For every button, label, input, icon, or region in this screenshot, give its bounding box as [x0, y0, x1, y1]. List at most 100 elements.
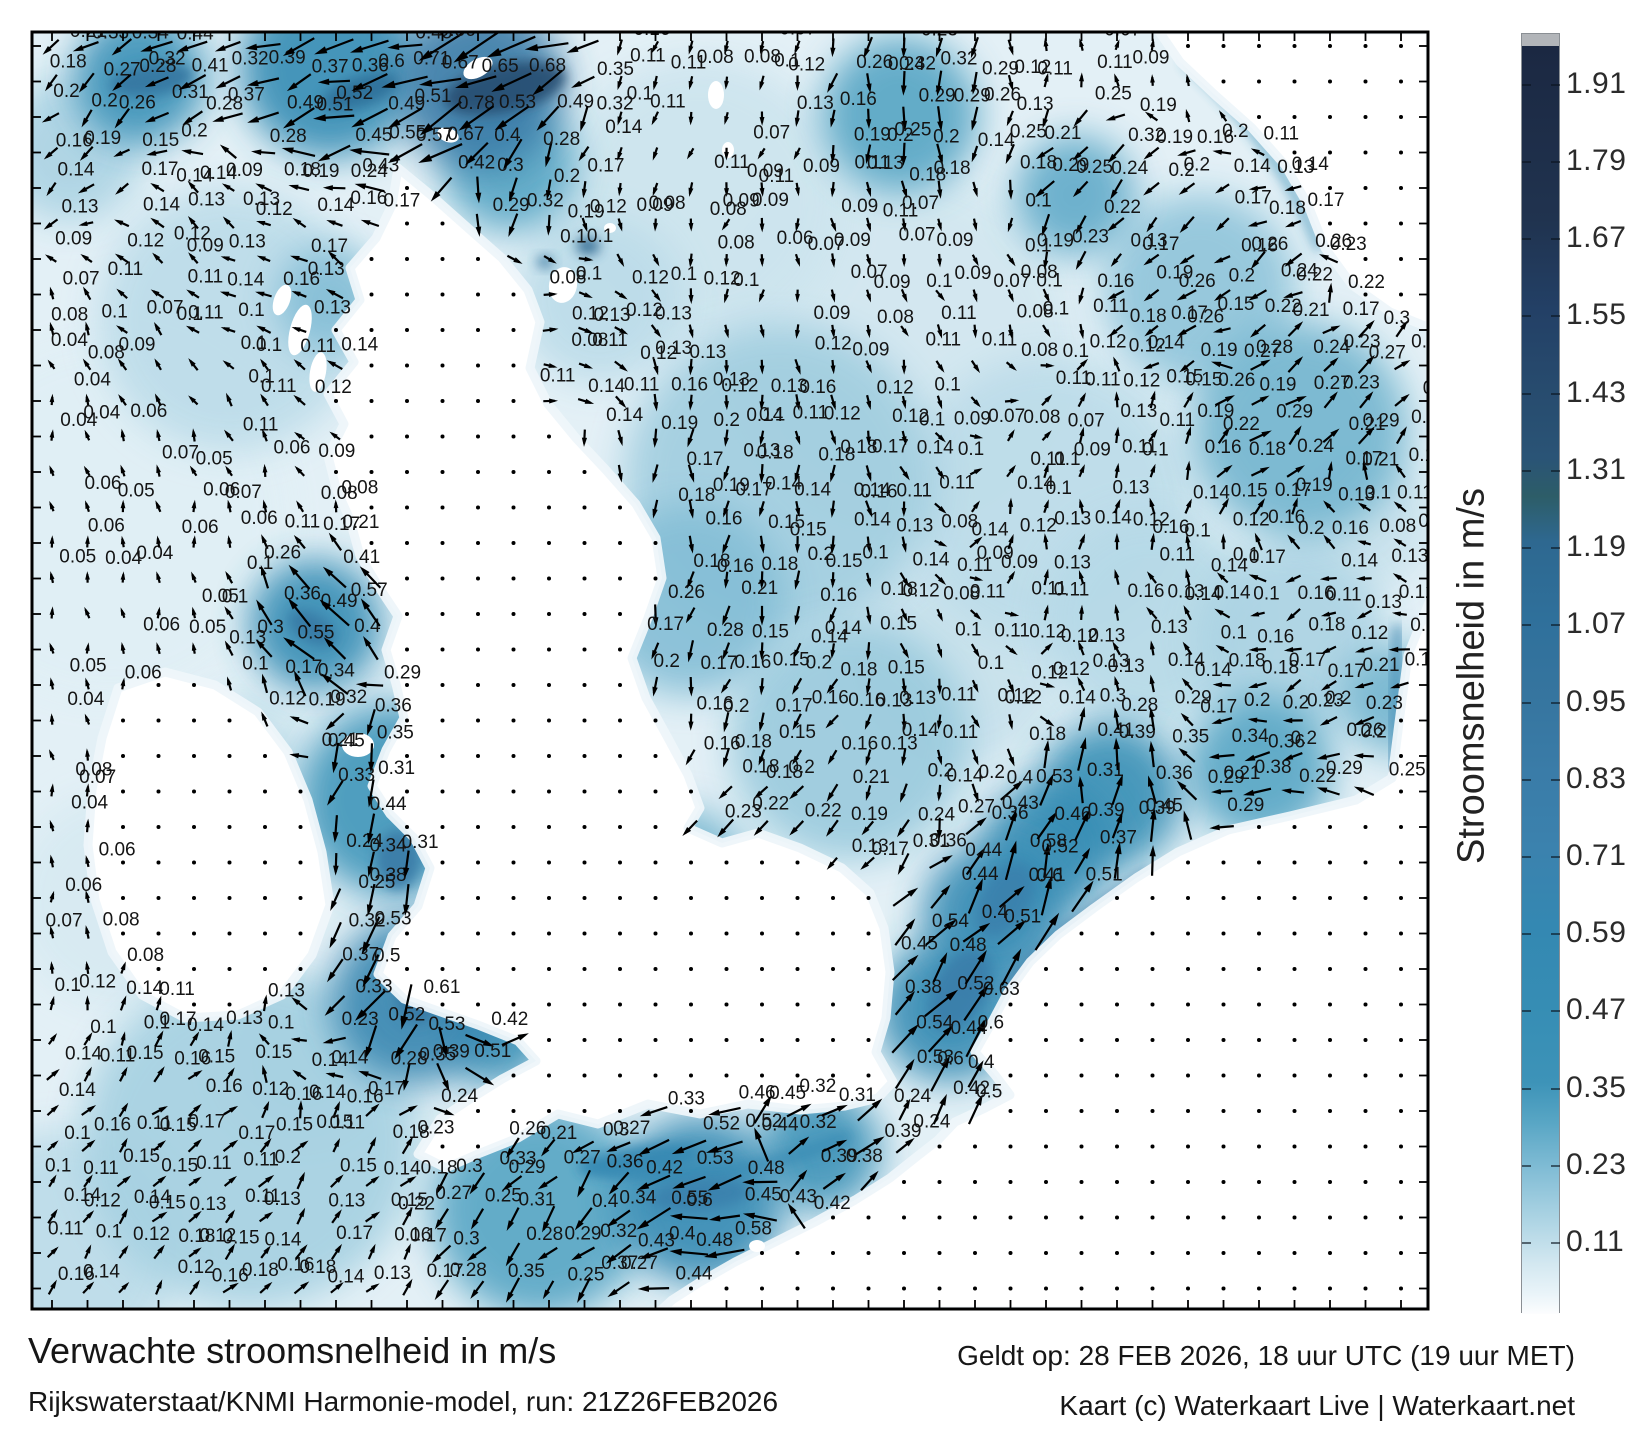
grid-dot	[1150, 1286, 1155, 1291]
current-arrow-head	[1009, 647, 1018, 656]
grid-dot	[1221, 1215, 1226, 1220]
current-arrow-head	[49, 749, 55, 758]
current-arrow-head	[571, 1252, 582, 1261]
current-arrow-head	[388, 118, 401, 129]
speed-value-label: 0.32	[149, 48, 186, 69]
current-arrow-head	[794, 117, 800, 128]
current-arrow-head	[545, 189, 552, 201]
speed-value-label: 0.2	[714, 410, 740, 431]
colorbar-tickmark	[1551, 392, 1560, 395]
current-arrow-head	[707, 1182, 720, 1191]
speed-value-label: 0.15	[880, 614, 917, 635]
grid-dot	[760, 931, 764, 936]
speed-value-label: 0.17	[1275, 480, 1312, 501]
speed-value-label: 0.07	[851, 262, 888, 283]
current-arrow-head	[51, 1068, 60, 1077]
current-arrow-head	[1008, 363, 1017, 371]
speed-value-label: 0.18	[934, 158, 971, 179]
current-arrow-head	[865, 154, 871, 164]
current-arrow-head	[469, 1184, 478, 1195]
speed-value-label: 0.17	[410, 1226, 447, 1247]
current-arrow-head	[799, 1136, 810, 1146]
current-arrow-head	[1365, 391, 1374, 401]
speed-value-label: 0.04	[71, 793, 108, 814]
current-arrow-head	[1149, 807, 1157, 820]
current-arrow-head	[263, 1281, 273, 1290]
speed-value-label: 0.15	[391, 1190, 428, 1211]
current-arrow-head	[866, 578, 871, 588]
speed-value-label: 0.16	[1152, 517, 1189, 538]
current-arrow-head	[49, 677, 55, 687]
current-arrow-head	[899, 792, 906, 803]
grid-dot	[369, 434, 374, 439]
grid-dot	[476, 470, 480, 474]
current-arrow-head	[394, 1046, 405, 1060]
current-arrow-head	[865, 685, 871, 695]
colorbar-tickmark	[1522, 701, 1531, 704]
current-arrow-head	[1009, 809, 1017, 822]
grid-dot	[1115, 1144, 1119, 1149]
grid-dot	[298, 825, 303, 829]
current-arrow-head	[830, 47, 836, 58]
current-arrow-head	[387, 154, 401, 164]
colorbar-tickmark	[1551, 856, 1560, 858]
grid-dot	[653, 1038, 658, 1042]
current-arrow-head	[865, 756, 871, 766]
grid-dot	[653, 1002, 658, 1007]
speed-value-label: 0.11	[1054, 580, 1090, 601]
colorbar-axis-label: Stroomsnelheid in m/s	[1450, 488, 1493, 864]
speed-value-label: 0.06	[143, 615, 180, 636]
current-arrow-head	[1215, 186, 1225, 194]
speed-value-label: 0.12	[815, 334, 852, 355]
current-arrow-head	[830, 117, 836, 128]
speed-value-label: 0.11	[1085, 369, 1121, 390]
speed-value-label: 0.51	[415, 86, 452, 107]
speed-value-label: 0.06	[130, 401, 167, 422]
current-arrow-head	[945, 989, 958, 1001]
current-arrow-head	[972, 756, 979, 766]
speed-value-label: 0.22	[805, 801, 842, 822]
grid-dot	[1328, 1286, 1332, 1291]
current-arrow-head	[323, 637, 334, 648]
speed-value-label: 0.14	[811, 626, 848, 647]
speed-value-label: 0.13	[328, 1191, 365, 1212]
current-arrow-head	[759, 187, 765, 197]
speed-value-label: 0.11	[1093, 296, 1129, 317]
current-arrow-head	[1354, 647, 1365, 653]
current-arrow-head	[1183, 810, 1190, 822]
speed-value-label: 0.09	[723, 190, 760, 211]
grid-dot	[902, 1180, 906, 1184]
speed-value-label: 0.14	[384, 1159, 421, 1180]
current-arrow-head	[49, 606, 55, 615]
current-arrow-head	[577, 1186, 585, 1198]
current-arrow-head	[158, 1106, 168, 1113]
colorbar-tickmark	[1551, 701, 1560, 704]
speed-value-label: 0.15	[888, 657, 925, 678]
current-arrow-head	[866, 83, 872, 94]
grid-dot	[405, 825, 409, 829]
current-arrow-head	[1081, 847, 1091, 859]
speed-value-label: 0.17	[1200, 696, 1237, 717]
current-arrow-head	[1043, 604, 1049, 614]
current-arrow-head	[320, 673, 332, 683]
current-arrow-head	[971, 152, 978, 163]
current-arrow-head	[571, 1145, 583, 1154]
current-arrow-head	[795, 222, 800, 232]
current-arrow-head	[262, 1064, 268, 1075]
grid-dot	[547, 789, 551, 794]
current-arrow-head	[41, 115, 52, 123]
speed-value-label: 0.19	[1259, 374, 1296, 395]
current-arrow-head	[1250, 148, 1260, 155]
current-arrow-head	[49, 783, 55, 793]
grid-dot	[653, 754, 658, 758]
current-arrow-head	[84, 429, 91, 439]
current-arrow-head	[265, 1174, 275, 1183]
grid-dot	[156, 789, 161, 794]
current-arrow-head	[1043, 37, 1049, 47]
grid-dot	[1399, 967, 1403, 971]
grid-dot	[121, 718, 125, 723]
speed-value-label: 0.2	[654, 651, 680, 672]
speed-value-label: 0.18	[50, 52, 87, 73]
colorbar-tick-label: 0.83	[1566, 761, 1627, 795]
speed-value-label: 0.16	[206, 1076, 243, 1097]
